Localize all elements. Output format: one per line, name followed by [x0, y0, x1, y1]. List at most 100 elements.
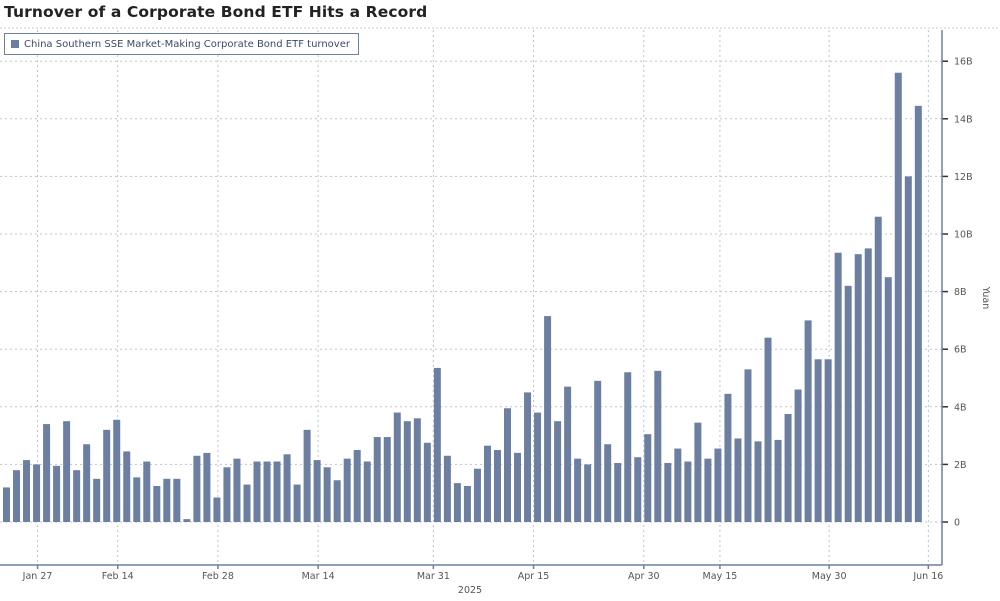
- y-tick-label: 12B: [954, 172, 973, 183]
- bar: [273, 461, 281, 522]
- bar: [23, 460, 31, 522]
- bar: [794, 389, 802, 522]
- bar: [774, 439, 782, 522]
- bar: [253, 461, 261, 522]
- y-tick-label: 6B: [954, 345, 967, 356]
- y-tick-label: 2B: [954, 460, 967, 471]
- bar: [594, 380, 602, 522]
- bar: [193, 455, 201, 522]
- bar: [353, 450, 361, 522]
- bar: [203, 452, 211, 522]
- bar: [914, 105, 922, 522]
- bar: [223, 467, 231, 522]
- bar: [333, 480, 341, 522]
- bar: [293, 484, 301, 522]
- bar: [243, 484, 251, 522]
- bar: [153, 486, 161, 522]
- bar: [423, 442, 431, 522]
- x-tick-label: Feb 14: [102, 571, 134, 582]
- bar: [483, 445, 491, 522]
- bar: [443, 455, 451, 522]
- bar: [694, 422, 702, 522]
- x-tick-label: Jun 16: [912, 571, 943, 582]
- bar: [524, 392, 532, 522]
- y-tick-label: 14B: [954, 114, 973, 125]
- bar: [183, 519, 191, 522]
- bar: [33, 464, 41, 522]
- bar: [654, 370, 662, 522]
- bar: [343, 458, 351, 522]
- y-axis-label: Yuan: [980, 286, 991, 310]
- bar: [373, 437, 381, 522]
- bar: [854, 254, 862, 522]
- bar: [103, 429, 111, 522]
- x-tick-label: Jan 27: [22, 571, 53, 582]
- bar: [844, 285, 852, 522]
- bar: [13, 470, 21, 522]
- bar: [83, 444, 91, 522]
- bar: [684, 461, 692, 522]
- bar: [604, 444, 612, 522]
- bar: [163, 478, 171, 522]
- bar: [644, 434, 652, 522]
- bar: [213, 497, 221, 522]
- x-tick-label: Mar 31: [417, 571, 450, 582]
- y-tick-label: 0: [954, 518, 960, 529]
- bar: [143, 461, 151, 522]
- bar: [884, 277, 892, 522]
- bar: [463, 486, 471, 522]
- legend-swatch: [11, 40, 19, 48]
- bar: [554, 421, 562, 522]
- y-tick-label: 10B: [954, 230, 973, 241]
- bar: [363, 461, 371, 522]
- bar: [73, 470, 81, 522]
- bar: [864, 248, 872, 522]
- y-tick-label: 4B: [954, 402, 967, 413]
- bar: [754, 441, 762, 522]
- x-tick-label: May 15: [703, 571, 738, 582]
- bar: [263, 461, 271, 522]
- bar: [493, 450, 501, 522]
- bar: [123, 451, 131, 522]
- bar: [824, 359, 832, 522]
- bar: [43, 424, 51, 522]
- bar: [113, 419, 121, 522]
- bar: [834, 252, 842, 522]
- bar: [814, 359, 822, 522]
- bar: [804, 320, 812, 522]
- bar: [133, 477, 141, 522]
- bar: [574, 458, 582, 522]
- bar: [714, 448, 722, 522]
- bar: [393, 412, 401, 522]
- bar: [433, 367, 441, 522]
- bar: [473, 468, 481, 522]
- legend: China Southern SSE Market-Making Corpora…: [4, 33, 359, 55]
- bar: [674, 448, 682, 522]
- bar: [634, 457, 642, 522]
- bar: [664, 462, 672, 522]
- x-tick-label: May 30: [812, 571, 847, 582]
- x-tick-label: Apr 30: [628, 571, 660, 582]
- bar: [63, 421, 71, 522]
- y-tick-label: 8B: [954, 287, 967, 298]
- bar: [874, 216, 882, 522]
- bar: [614, 462, 622, 522]
- bar: [904, 176, 912, 522]
- bar: [313, 460, 321, 522]
- bar: [403, 421, 411, 522]
- bar: [93, 478, 101, 522]
- x-axis-year-label: 2025: [458, 585, 482, 596]
- bar: [784, 414, 792, 522]
- bar: [173, 478, 181, 522]
- bar: [764, 337, 772, 522]
- bar: [504, 408, 511, 522]
- bar: [584, 464, 592, 522]
- x-tick-label: Apr 15: [518, 571, 550, 582]
- bar: [303, 429, 311, 522]
- bar: [704, 458, 712, 522]
- x-tick-label: Mar 14: [302, 571, 335, 582]
- y-tick-label: 16B: [954, 57, 973, 68]
- bar: [514, 452, 522, 522]
- bar: [624, 372, 632, 522]
